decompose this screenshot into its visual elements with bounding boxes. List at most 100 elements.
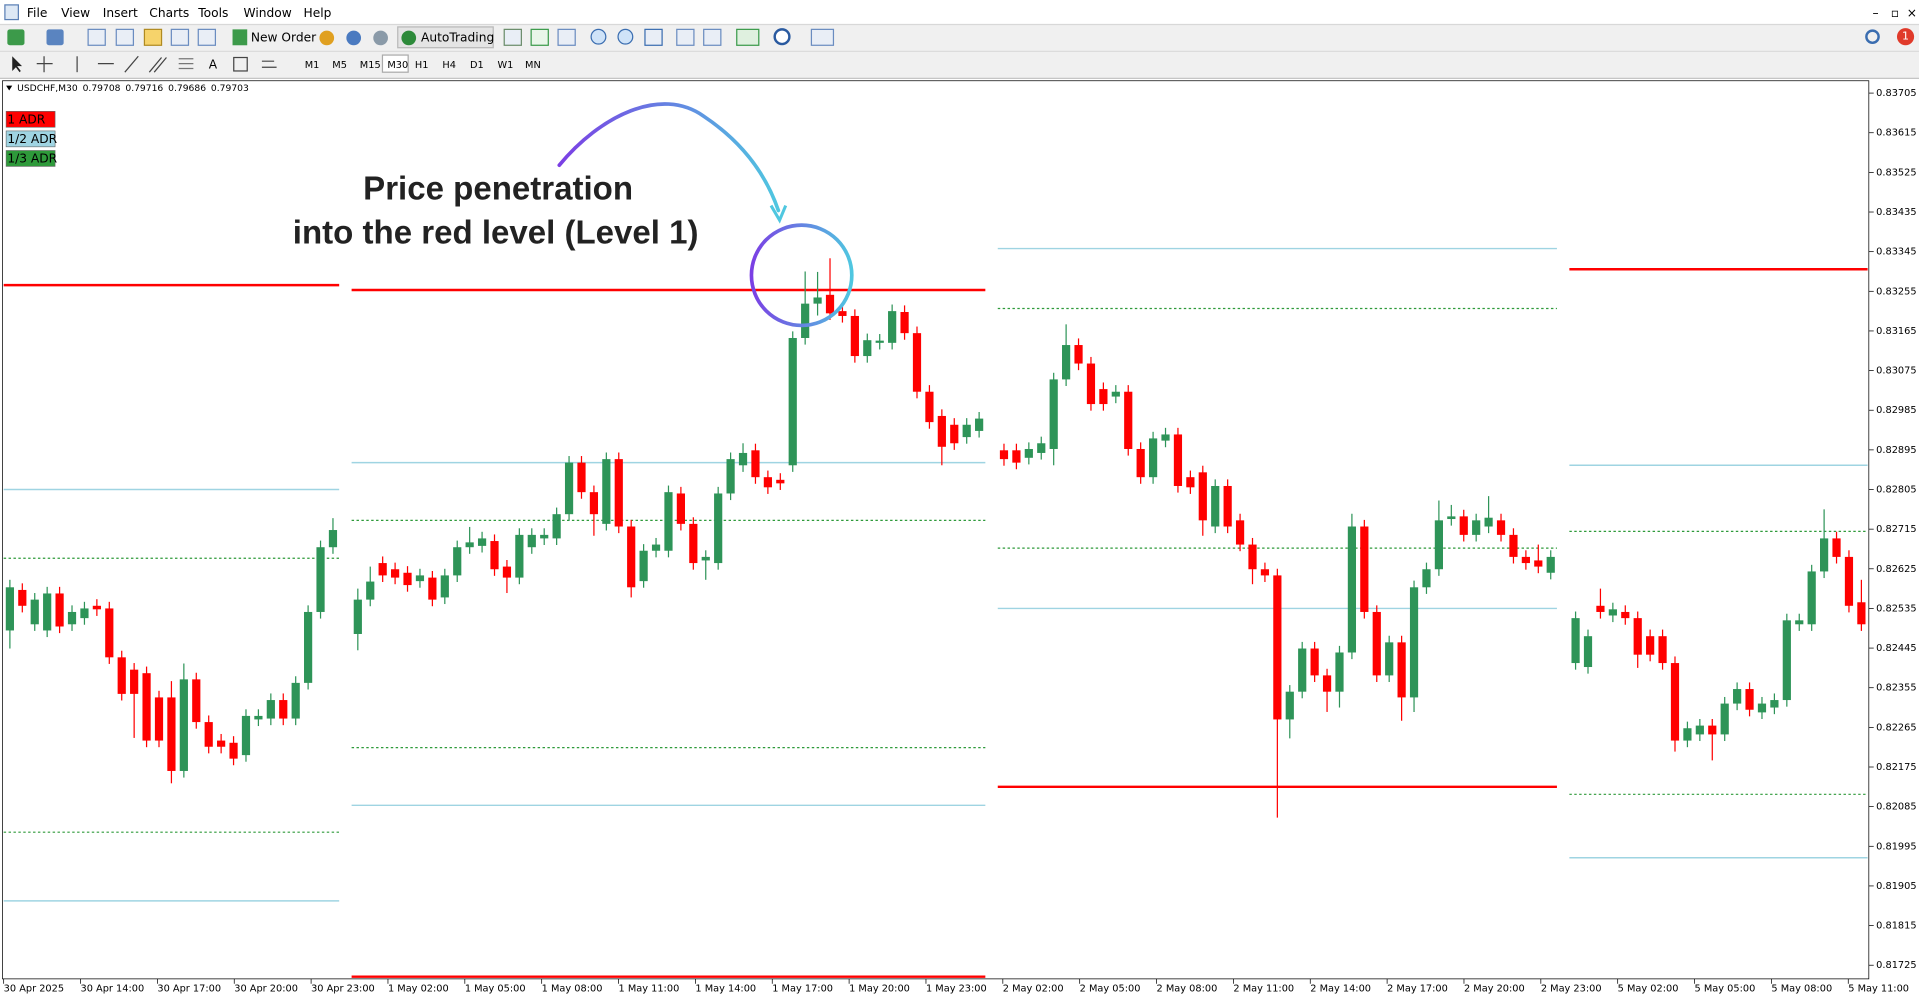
candle-chart-btn[interactable] — [530, 28, 549, 46]
timeframe-btn[interactable]: H1 — [415, 60, 429, 71]
shift-btn[interactable] — [703, 28, 722, 46]
candle-body — [1695, 725, 1704, 735]
market-btn[interactable] — [373, 30, 388, 46]
new-chart-btn[interactable] — [7, 29, 25, 46]
candle-body — [515, 534, 524, 578]
y-tick-label: 0.83435 — [1876, 207, 1916, 218]
menu-item[interactable]: File — [27, 6, 47, 20]
menu-item[interactable]: View — [61, 6, 90, 20]
candle-body — [1832, 538, 1841, 557]
menu-item[interactable]: Window — [244, 6, 292, 20]
candle-body — [92, 605, 101, 610]
candle-body — [1596, 605, 1605, 612]
terminal-btn[interactable] — [170, 28, 190, 46]
crosshair-tool[interactable] — [36, 56, 53, 73]
candle-body — [925, 391, 934, 423]
candle-body — [975, 418, 984, 431]
y-tick-label: 0.82805 — [1876, 485, 1916, 496]
tile-btn[interactable] — [644, 28, 663, 46]
candle-body — [477, 538, 487, 546]
candle-body — [18, 589, 27, 606]
data-window-btn[interactable] — [115, 28, 135, 46]
x-tick-label: 5 May 05:00 — [1695, 984, 1756, 995]
text-tool[interactable]: A — [209, 57, 218, 71]
label-tool[interactable] — [233, 56, 248, 72]
x-tick-label: 5 May 02:00 — [1618, 984, 1679, 995]
new-order-btn[interactable] — [228, 26, 315, 48]
indicators-btn[interactable] — [736, 28, 760, 46]
line-chart-btn[interactable] — [557, 28, 576, 46]
new-order-label: New Order — [251, 30, 317, 44]
x-tick-label: 5 May 08:00 — [1771, 984, 1832, 995]
timeframe-btn[interactable]: M15 — [360, 60, 381, 71]
tester-btn[interactable] — [197, 28, 217, 46]
restore[interactable]: ▫ — [1891, 6, 1899, 20]
x-tick-label: 2 May 23:00 — [1541, 984, 1602, 995]
y-tick-label: 0.82985 — [1876, 405, 1916, 416]
timeframe-active — [381, 54, 409, 73]
candle-body — [378, 563, 387, 576]
periods-btn[interactable] — [773, 28, 791, 46]
trendline-tool[interactable] — [124, 55, 139, 73]
candle-body — [540, 534, 549, 539]
candle-body — [428, 577, 437, 600]
zoom-in-btn[interactable] — [590, 28, 607, 45]
zoom-out-btn[interactable] — [617, 28, 634, 45]
candle-body — [316, 547, 325, 612]
candle-body — [1099, 389, 1108, 405]
templates-btn[interactable] — [810, 28, 835, 46]
profiles-btn[interactable] — [46, 29, 64, 46]
metaeditor-btn[interactable] — [319, 30, 335, 46]
signals-btn[interactable] — [346, 30, 362, 46]
x-tick-label: 30 Apr 23:00 — [311, 984, 375, 995]
cursor-tool[interactable] — [12, 56, 23, 73]
y-tick-label: 0.82895 — [1876, 445, 1916, 456]
candle-body — [651, 544, 661, 551]
chart-area[interactable] — [2, 80, 1870, 980]
legend-label: 1/3 ADR — [7, 152, 57, 166]
timeframe-btn[interactable]: MN — [525, 60, 541, 71]
candle-body — [55, 593, 64, 627]
minimize[interactable]: – — [1872, 6, 1878, 20]
candle-body — [552, 514, 561, 539]
candle-body — [726, 459, 735, 494]
candle-body — [912, 333, 922, 392]
candle-body — [1521, 556, 1530, 564]
timeframe-btn[interactable]: W1 — [497, 60, 513, 71]
menu-item[interactable]: Tools — [197, 6, 228, 20]
candle-body — [1037, 443, 1046, 453]
navigator-btn[interactable] — [143, 28, 163, 46]
candle-body — [266, 700, 275, 719]
candle-body — [751, 450, 760, 478]
candle-body — [453, 547, 462, 576]
timeframe-btn[interactable]: M30 — [387, 60, 408, 71]
candle-body — [142, 673, 151, 741]
candle-body — [1248, 544, 1257, 570]
timeframe-btn[interactable]: D1 — [470, 60, 484, 71]
timeframe-btn[interactable]: M1 — [305, 60, 320, 71]
channel-tool[interactable] — [148, 57, 167, 73]
autotrading-btn[interactable] — [397, 26, 494, 49]
bar-chart-btn[interactable] — [503, 28, 522, 46]
candle-body — [366, 581, 375, 600]
search-btn[interactable] — [1865, 29, 1880, 45]
notifications[interactable] — [1896, 28, 1915, 46]
candle-body — [1708, 725, 1717, 735]
candle-body — [937, 415, 946, 447]
menu-item[interactable]: Help — [304, 6, 332, 20]
arrows-tool[interactable] — [261, 60, 277, 68]
new-order-icon — [232, 29, 248, 46]
autoscroll-btn[interactable] — [676, 28, 695, 46]
market-watch-btn[interactable] — [87, 28, 106, 46]
timeframe-btn[interactable]: M5 — [332, 60, 347, 71]
autotrading-icon — [401, 30, 417, 46]
candle-body — [1770, 700, 1779, 708]
fibo-tool[interactable] — [178, 58, 194, 70]
candle-body — [1310, 648, 1319, 676]
menu-item[interactable]: Insert — [103, 6, 138, 20]
x-tick-label: 1 May 05:00 — [465, 984, 526, 995]
menu-item[interactable]: Charts — [149, 6, 189, 20]
candle-body — [43, 593, 52, 631]
close[interactable]: × — [1907, 6, 1917, 20]
timeframe-btn[interactable]: H4 — [442, 60, 456, 71]
